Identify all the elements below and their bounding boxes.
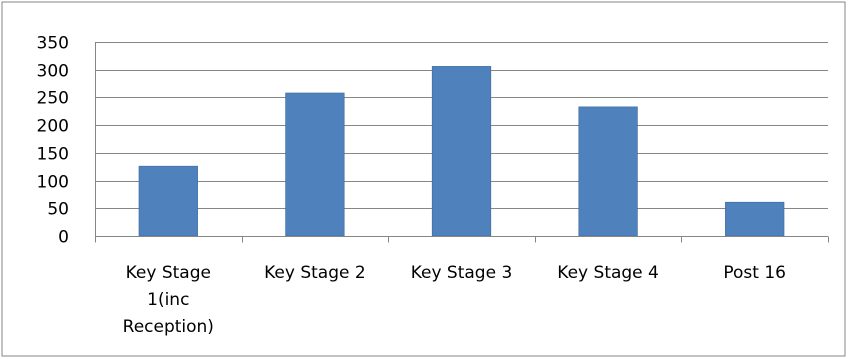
y-tick-label: 200 bbox=[37, 117, 69, 137]
bars bbox=[138, 66, 785, 237]
y-axis-tick-labels: 0 50 100 150 200 250 300 350 bbox=[37, 34, 69, 248]
bar bbox=[431, 66, 492, 237]
y-tick-label: 50 bbox=[47, 200, 69, 220]
x-tick-label: Key Stage 2 bbox=[264, 263, 366, 283]
y-tick-label: 150 bbox=[37, 145, 69, 165]
y-tick-label: 100 bbox=[37, 173, 69, 193]
y-tick-label: 300 bbox=[37, 62, 69, 82]
bar bbox=[138, 165, 198, 237]
x-axis bbox=[95, 42, 829, 243]
x-tick-label: Post 16 bbox=[723, 263, 786, 283]
x-tick-label: Key Stage 4 bbox=[557, 263, 659, 283]
y-tick-label: 350 bbox=[37, 34, 69, 54]
x-tick-label: Key Stage 1(inc Reception) bbox=[123, 263, 214, 337]
bar bbox=[725, 201, 785, 237]
x-tick-label: Key Stage 3 bbox=[411, 263, 513, 283]
y-tick-label: 0 bbox=[58, 228, 69, 248]
bar bbox=[285, 92, 345, 237]
bar bbox=[578, 106, 638, 237]
y-tick-label: 250 bbox=[37, 89, 69, 109]
x-axis-tick-labels: Key Stage 1(inc Reception) Key Stage 2 Key S… bbox=[123, 263, 786, 337]
